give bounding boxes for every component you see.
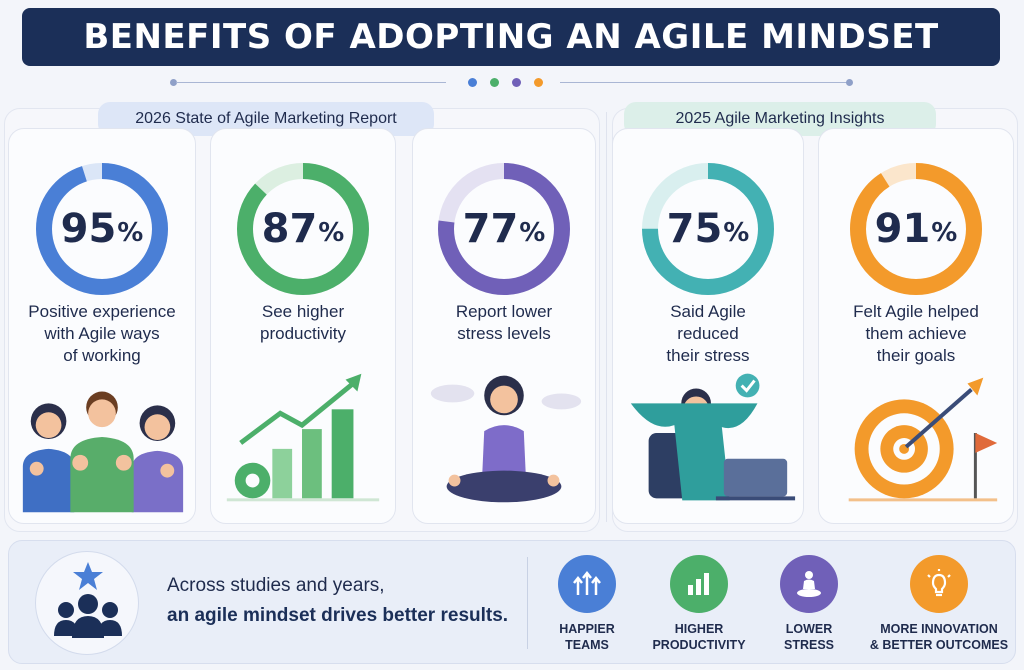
decor-line-end-left: [170, 79, 177, 86]
progress-ring: 95%: [34, 161, 170, 297]
growth-chart-gear-illustration: [211, 363, 395, 513]
stat-card-lower-stress: 77% Report lower stress levels: [412, 128, 596, 524]
decor-line-right: [560, 82, 848, 83]
summary-line-2: an agile mindset drives better results.: [167, 605, 509, 626]
stat-label: Felt Agile helped them achieve their goa…: [853, 302, 979, 365]
stat-value: 75: [666, 206, 723, 252]
stat-value: 77: [462, 206, 519, 252]
stat-label: Report lower stress levels: [455, 302, 553, 343]
benefit-label: MORE INNOVATION & BETTER OUTCOMES: [869, 622, 1009, 652]
stat-card-reduced-stress: 75% Said Agile reduced their stress: [612, 128, 804, 524]
decor-dot-orange: [534, 78, 543, 87]
target-arrow-flag-illustration: [819, 363, 1013, 513]
progress-ring: 91%: [848, 161, 984, 297]
stat-card-productivity: 87% See higher productivity: [210, 128, 396, 524]
benefit-label: HIGHER PRODUCTIVITY: [652, 622, 746, 652]
stat-value: 95: [60, 206, 117, 252]
progress-ring: 87%: [235, 161, 371, 297]
group-divider: [606, 112, 607, 522]
meditating-person-illustration: [413, 363, 595, 513]
benefit-lower-stress: LOWER STRESS: [739, 555, 879, 653]
team-star-icon: [35, 551, 139, 655]
meditation-icon: [780, 555, 838, 613]
stat-unit: %: [723, 218, 750, 248]
stat-unit: %: [318, 218, 345, 248]
stat-unit: %: [931, 218, 958, 248]
progress-ring: 77%: [436, 161, 572, 297]
benefit-happier-teams: HAPPIER TEAMS: [517, 555, 657, 653]
decor-line-end-right: [846, 79, 853, 86]
relaxed-person-laptop-illustration: [613, 363, 803, 513]
stat-card-positive-experience: 95% Positive experience with Agile ways …: [8, 128, 196, 524]
stat-unit: %: [117, 218, 144, 248]
stat-label: See higher productivity: [260, 302, 346, 343]
decor-dot-purple: [512, 78, 521, 87]
stat-value: 87: [261, 206, 318, 252]
benefit-label: LOWER STRESS: [783, 622, 834, 652]
stat-unit: %: [519, 218, 546, 248]
summary-divider: [527, 557, 528, 649]
benefit-label: HAPPIER TEAMS: [559, 622, 615, 652]
summary-panel: Across studies and years, an agile minds…: [8, 540, 1016, 664]
benefit-higher-productivity: HIGHER PRODUCTIVITY: [629, 555, 769, 653]
progress-ring: 75%: [640, 161, 776, 297]
stat-value: 91: [874, 206, 931, 252]
benefit-more-innovation: MORE INNOVATION & BETTER OUTCOMES: [865, 555, 1013, 653]
title-banner: BENEFITS OF ADOPTING AN AGILE MINDSET: [22, 8, 1000, 66]
decor-dot-green: [490, 78, 499, 87]
decor-line-left: [176, 82, 446, 83]
page-title: BENEFITS OF ADOPTING AN AGILE MINDSET: [83, 17, 939, 57]
stat-label: Said Agile reduced their stress: [666, 302, 750, 365]
summary-line-1: Across studies and years,: [167, 575, 385, 596]
lightbulb-icon: [910, 555, 968, 613]
decor-dot-blue: [468, 78, 477, 87]
team-thumbs-up-illustration: [9, 363, 195, 513]
bar-chart-icon: [670, 555, 728, 613]
arrows-up-icon: [558, 555, 616, 613]
stat-card-achieve-goals: 91% Felt Agile helped them achieve their…: [818, 128, 1014, 524]
stat-label: Positive experience with Agile ways of w…: [28, 302, 176, 365]
